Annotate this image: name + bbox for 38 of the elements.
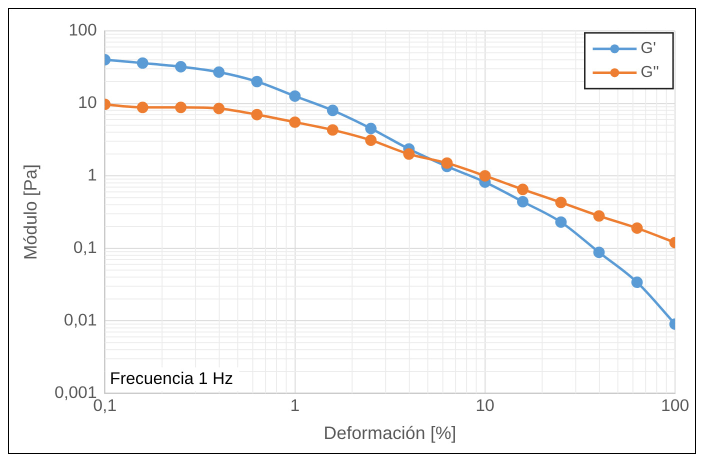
point (593, 246, 605, 258)
x-tick-label: 1 (290, 396, 300, 416)
point (326, 104, 338, 116)
point (251, 76, 263, 88)
y-tick-label: 0,01 (64, 310, 97, 330)
point (441, 157, 453, 169)
point (555, 196, 567, 208)
point (517, 184, 528, 196)
point (136, 102, 148, 114)
annotation: Frecuencia 1 Hz (110, 369, 234, 388)
point (175, 61, 187, 72)
legend-label: G'' (640, 64, 660, 82)
point (365, 134, 377, 146)
point (631, 276, 643, 288)
point (403, 148, 415, 160)
point (326, 124, 338, 136)
point (289, 90, 301, 102)
x-tick-label: 100 (660, 396, 690, 416)
y-tick-label: 100 (68, 20, 97, 40)
point (479, 170, 491, 182)
y-tick-label: 10 (78, 93, 97, 112)
point (175, 102, 187, 114)
point (555, 216, 567, 228)
y-axis-title: Módulo [Pa] (20, 164, 41, 260)
y-tick-label: 1 (87, 166, 97, 185)
y-tick-label: 0,1 (73, 238, 97, 257)
point (593, 210, 605, 222)
point (136, 57, 148, 69)
point (365, 122, 377, 134)
x-axis-title: Deformación [%] (324, 423, 456, 444)
point (213, 102, 225, 114)
point (213, 66, 225, 78)
point (251, 108, 263, 120)
point (289, 116, 301, 128)
point (631, 222, 643, 234)
x-tick-label: 10 (476, 396, 494, 416)
point (517, 196, 528, 208)
legend-label: G' (640, 40, 656, 58)
